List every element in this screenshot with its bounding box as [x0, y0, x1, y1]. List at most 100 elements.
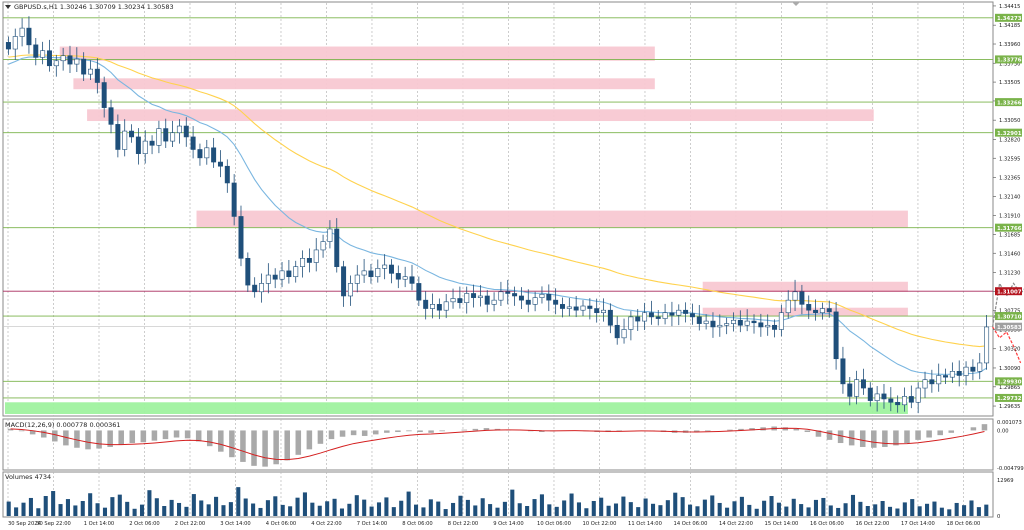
candle-body	[601, 309, 607, 314]
symbol-info: GBPUSD.s,H1 1.30246 1.30709 1.30234 1.30…	[14, 3, 174, 11]
time-tick-label: 9 Oct 14:00	[493, 521, 524, 527]
time-tick-label: 15 Oct 14:00	[765, 521, 799, 527]
candle-body	[710, 320, 716, 328]
candle-body	[170, 132, 176, 142]
level-label-box	[995, 55, 1022, 64]
chart-menu-icon[interactable]	[5, 5, 11, 9]
time-tick-label: 14 Oct 06:00	[674, 521, 708, 527]
candle-body	[580, 305, 586, 311]
price-tick-label: 1.32595	[999, 156, 1020, 162]
candle-body	[265, 274, 271, 284]
time-tick-label: 30 Sep 22:00	[36, 521, 71, 527]
macd-indicator	[7, 424, 988, 467]
price-tick-label: 1.32365	[999, 176, 1020, 182]
candle-body	[854, 379, 860, 397]
level-label-box	[995, 223, 1022, 232]
volume-panel[interactable]: 12969 0 Volumes 4734	[2, 471, 1014, 520]
candle-body	[607, 309, 613, 326]
time-tick-label: 4 Oct 22:00	[311, 521, 342, 527]
candle-body	[737, 319, 743, 326]
chart-shift-icon[interactable]	[792, 2, 800, 6]
macd-tick-label: 0.001073	[997, 420, 1022, 426]
level-label-box	[995, 322, 1022, 331]
time-tick-label: 8 Oct 22:00	[448, 521, 479, 527]
candle-body	[662, 312, 668, 319]
candle-body	[204, 147, 210, 159]
candle-body	[895, 401, 901, 406]
level-label-box	[995, 393, 1022, 402]
candle-body	[505, 291, 511, 294]
candle-body	[416, 283, 422, 301]
candle-body	[156, 128, 162, 146]
price-tick-label: 1.31460	[999, 251, 1020, 257]
time-tick-label: 7 Oct 14:00	[357, 521, 388, 527]
candle-body	[443, 301, 449, 311]
candle-body	[142, 140, 148, 154]
candle-body	[539, 293, 545, 298]
macd-tick-label: 0.00	[997, 428, 1009, 434]
level-label-box	[995, 98, 1022, 107]
price-tick-label: 1.29635	[999, 404, 1020, 410]
candle-body	[765, 324, 771, 328]
time-tick-label: 14 Oct 22:00	[719, 521, 753, 527]
ema-fast-line	[8, 55, 987, 375]
time-tick-label: 4 Oct 06:00	[266, 521, 297, 527]
candle-body	[847, 383, 853, 397]
candle-body	[936, 375, 942, 385]
candle-body	[518, 295, 524, 301]
level-label-text: 1.31766	[997, 226, 1022, 232]
level-label-text: 1.33776	[997, 58, 1022, 64]
candle-body	[970, 366, 976, 372]
candle-body	[902, 396, 907, 406]
candle-body	[40, 50, 46, 58]
candle-body	[888, 398, 894, 403]
candle-body	[594, 308, 600, 314]
level-price-labels: 1.34273 1.33776 1.33266 1.32901 1.31766 1.310…	[995, 13, 1022, 402]
zone-rect-pink	[87, 109, 874, 122]
candle-body	[259, 283, 264, 293]
price-tick-label: 1.32820	[999, 137, 1020, 143]
zone-rect-pink	[702, 281, 908, 292]
candle-body	[984, 326, 990, 364]
candle-body	[573, 306, 579, 311]
candle-body	[53, 60, 59, 67]
candle-body	[532, 297, 538, 305]
level-label-text: 1.29930	[997, 380, 1022, 386]
candle-body	[826, 308, 832, 313]
level-label-text: 1.30710	[997, 314, 1022, 320]
candle-body	[129, 130, 135, 138]
candle-body	[402, 276, 408, 280]
candle-body	[949, 371, 955, 378]
main-price-panel[interactable]: 1.34415 1.34185 1.33960 1.33730 1.33505 1.332…	[2, 1, 1024, 417]
candle-body	[190, 136, 196, 150]
candle-body	[566, 306, 572, 309]
candle-body	[341, 266, 347, 297]
price-tick-label: 1.34415	[999, 4, 1020, 10]
candle-body	[956, 371, 962, 376]
candle-body	[108, 107, 114, 125]
candle-body	[26, 27, 32, 46]
candle-body	[457, 298, 463, 303]
candle-body	[135, 136, 141, 154]
candle-body	[929, 379, 935, 385]
candle-body	[751, 320, 757, 324]
candle-body	[587, 305, 593, 309]
candle-body	[977, 362, 983, 372]
candle-body	[655, 316, 661, 319]
candle-body	[874, 393, 880, 401]
candle-body	[300, 258, 306, 267]
candle-body	[183, 125, 189, 138]
candle-body	[313, 249, 319, 263]
candle-body	[368, 270, 374, 278]
time-tick-label: 2 Oct 22:00	[175, 521, 206, 527]
price-tick-label: 1.31910	[999, 214, 1020, 220]
candle-body	[388, 264, 394, 274]
macd-panel[interactable]: 0.001073 0.00 -0.004799 MACD(12,26,9) 0.00…	[2, 418, 1024, 472]
level-label-box	[995, 128, 1022, 137]
candle-body	[238, 216, 244, 259]
ema-slow-line	[8, 54, 987, 348]
macd-tick-label: -0.004799	[997, 466, 1024, 472]
time-tick-label: 8 Oct 06:00	[402, 521, 433, 527]
volume-axis: 12969 0	[997, 478, 1014, 520]
